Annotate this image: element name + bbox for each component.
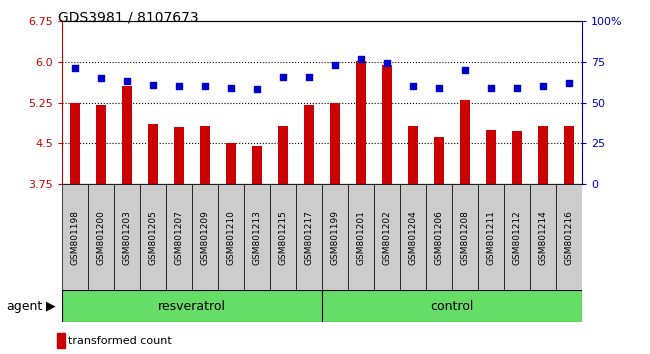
Text: GSM801216: GSM801216 [564,210,573,265]
Point [122,78,132,84]
Bar [88,184,114,290]
Bar [322,184,348,290]
Bar [278,126,288,184]
Text: GSM801217: GSM801217 [304,210,313,265]
Point [330,62,340,68]
Bar [512,131,522,184]
Bar [70,103,80,184]
Bar [166,184,192,290]
Bar [530,184,556,290]
Text: transformed count: transformed count [68,336,172,346]
Bar [434,137,444,184]
Bar [538,126,548,184]
Bar [356,61,366,184]
Bar [200,126,210,184]
Bar [304,105,314,184]
Text: GSM801198: GSM801198 [70,210,79,265]
Text: GSM801210: GSM801210 [226,210,235,265]
Bar [252,146,262,184]
Point [148,82,158,87]
Bar [192,184,218,290]
Text: resveratrol: resveratrol [158,300,226,313]
Text: agent: agent [6,300,43,313]
Point [70,65,80,71]
Bar [140,184,166,290]
Point [252,86,262,92]
Bar [564,126,574,184]
Point [382,60,392,66]
Point [278,74,288,80]
Text: GSM801200: GSM801200 [96,210,105,265]
Point [226,85,236,91]
Text: GSM801199: GSM801199 [330,210,339,265]
Bar [460,100,470,184]
Bar [148,124,158,184]
Bar [62,290,322,322]
Bar [486,130,496,184]
Bar [270,184,296,290]
Point [512,85,522,91]
Bar [114,184,140,290]
Point [96,75,106,81]
Text: GSM801212: GSM801212 [512,210,521,264]
Text: GSM801203: GSM801203 [122,210,131,265]
Bar [322,290,582,322]
Point [304,74,314,80]
Bar [296,184,322,290]
Text: GSM801215: GSM801215 [278,210,287,265]
Text: ▶: ▶ [46,300,55,313]
Text: GSM801213: GSM801213 [252,210,261,265]
Bar [96,105,106,184]
Bar [57,333,65,348]
Text: GSM801209: GSM801209 [200,210,209,265]
Bar [374,184,400,290]
Point [564,80,574,85]
Point [408,84,418,89]
Bar [348,184,374,290]
Bar [504,184,530,290]
Point [200,84,210,89]
Bar [218,184,244,290]
Bar [122,86,132,184]
Point [434,85,444,91]
Bar [426,184,452,290]
Bar [408,126,418,184]
Text: GSM801202: GSM801202 [382,210,391,264]
Bar [174,127,184,184]
Point [460,67,470,73]
Bar [452,184,478,290]
Text: GSM801201: GSM801201 [356,210,365,265]
Bar [62,184,88,290]
Point [174,84,184,89]
Bar [400,184,426,290]
Bar [330,103,340,184]
Text: GSM801214: GSM801214 [538,210,547,264]
Bar [226,143,236,184]
Text: GSM801207: GSM801207 [174,210,183,265]
Bar [556,184,582,290]
Point [538,84,548,89]
Bar [478,184,504,290]
Text: GSM801211: GSM801211 [486,210,495,265]
Text: GDS3981 / 8107673: GDS3981 / 8107673 [58,11,199,25]
Point [356,56,366,62]
Bar [382,65,392,184]
Point [486,85,496,91]
Text: GSM801208: GSM801208 [460,210,469,265]
Text: GSM801206: GSM801206 [434,210,443,265]
Text: control: control [430,300,473,313]
Text: GSM801205: GSM801205 [148,210,157,265]
Text: GSM801204: GSM801204 [408,210,417,264]
Bar [244,184,270,290]
